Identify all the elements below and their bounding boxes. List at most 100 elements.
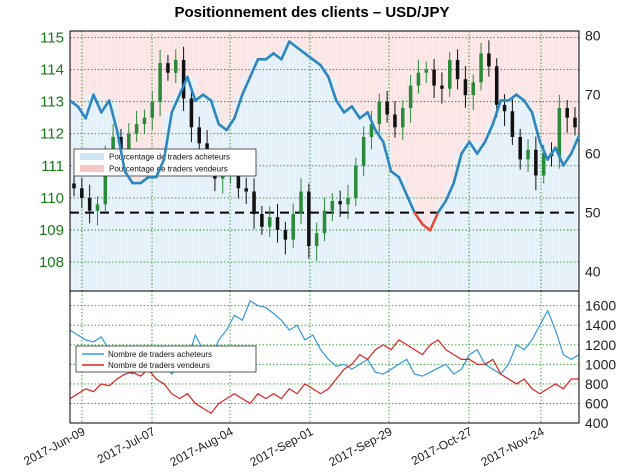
candle-body xyxy=(494,66,499,105)
sentiment-segment xyxy=(217,122,228,132)
sentiment-segment xyxy=(546,146,557,161)
buyers-pct-area xyxy=(555,147,564,291)
buyers-pct-area xyxy=(430,212,439,291)
legend-label-sellers-count: Nombre de traders vendeurs xyxy=(108,361,210,370)
candle-body xyxy=(87,197,92,211)
candle-body xyxy=(72,183,76,189)
sentiment-segment xyxy=(319,63,330,79)
buyers-pct-area xyxy=(485,124,494,292)
sellers-pct-area xyxy=(571,31,580,136)
candle-body xyxy=(377,101,382,125)
buyers-pct-area xyxy=(187,76,196,292)
sellers-pct-area xyxy=(265,31,275,54)
count-axis-ticks: 400 600 800 1000 1200 1400 1600 xyxy=(585,298,616,431)
candle-body xyxy=(346,197,350,205)
candle-body xyxy=(479,53,483,83)
sellers-pct-area xyxy=(101,31,110,101)
count-tick-label: 400 xyxy=(585,415,609,431)
buyers-pct-area xyxy=(93,94,102,292)
sellers-pct-area xyxy=(242,31,251,77)
count-tick-label: 600 xyxy=(585,395,609,411)
buyers-pct-area xyxy=(226,118,235,292)
candle-body xyxy=(487,53,491,67)
sellers-pct-area xyxy=(328,31,337,77)
buyers-pct-area xyxy=(203,94,212,292)
sentiment-segment xyxy=(468,140,479,155)
candle-body xyxy=(220,175,225,179)
candle-body xyxy=(174,59,178,73)
sentiment-segment xyxy=(139,175,150,185)
candle-body xyxy=(134,124,139,134)
buyers-pct-area xyxy=(265,53,275,292)
date-tick-label: 2017-Jun-09 xyxy=(21,424,87,468)
legend-label-sellers-pct: Pourcentage de traders vendeurs xyxy=(109,165,228,174)
price-tick-label: 109 xyxy=(39,222,64,239)
sellers-pct-area xyxy=(234,31,243,95)
sellers-pct-area xyxy=(524,31,533,101)
candle-body xyxy=(502,104,507,112)
sentiment-segment xyxy=(272,52,283,61)
candle-body xyxy=(361,136,366,166)
count-tick-label: 1600 xyxy=(585,298,616,314)
chart-title: Positionnement des clients – USD/JPY xyxy=(174,4,449,21)
sentiment-segment xyxy=(107,99,119,132)
date-tick-label: 2017-Jul-07 xyxy=(95,424,158,466)
buyers-pct-area xyxy=(140,177,149,291)
date-tick-label: 2017-Aug-04 xyxy=(168,424,236,469)
candle-body xyxy=(440,85,444,89)
sellers-pct-area xyxy=(516,31,525,95)
candle-body xyxy=(283,230,288,240)
candle-body xyxy=(471,82,475,96)
sellers-pct-area xyxy=(132,31,141,184)
price-tick-label: 113 xyxy=(40,94,64,111)
sentiment-segment xyxy=(413,211,424,226)
sentiment-segment xyxy=(358,111,369,120)
sentiment-segment xyxy=(264,52,275,61)
candle-body xyxy=(267,217,272,227)
sentiment-segment xyxy=(421,223,432,232)
buyers-pct-area xyxy=(273,53,282,292)
candle-body xyxy=(158,63,162,102)
candle-body xyxy=(111,136,115,157)
sentiment-segment xyxy=(295,46,307,55)
sentiment-segment xyxy=(68,99,80,108)
buyers-pct-area xyxy=(453,153,463,291)
sentiment-segment xyxy=(428,211,440,232)
candle-body xyxy=(307,191,311,247)
sentiment-segment xyxy=(507,93,518,102)
candle-body xyxy=(510,111,515,137)
sentiment-segment xyxy=(569,134,581,155)
count-tick-label: 800 xyxy=(585,376,609,392)
sentiment-segment xyxy=(193,93,205,102)
sentiment-segment xyxy=(515,93,526,102)
sentiment-segment xyxy=(389,170,401,179)
sellers-pct-area xyxy=(414,31,423,213)
sentiment-segment xyxy=(233,93,244,120)
sellers-pct-area xyxy=(375,31,384,131)
candle-body xyxy=(330,201,335,211)
date-tick-label: 2017-Oct-27 xyxy=(409,424,475,468)
legend-swatch-sellers-pct xyxy=(80,165,104,172)
candle-body xyxy=(150,101,155,118)
candle-body xyxy=(189,98,194,128)
sellers-pct-area xyxy=(70,31,79,101)
sentiment-segment xyxy=(240,75,252,96)
sentiment-segment xyxy=(280,40,291,61)
sentiment-segment xyxy=(225,116,236,132)
candle-body xyxy=(424,69,429,73)
sentiment-segment xyxy=(76,105,87,120)
sellers-pct-area xyxy=(336,31,345,101)
sellers-pct-area xyxy=(508,31,517,95)
sentiment-tick-label: 50 xyxy=(585,205,601,221)
sentiment-segment xyxy=(405,193,416,214)
candle-body xyxy=(408,85,413,109)
sellers-pct-area xyxy=(124,31,134,172)
candle-body xyxy=(275,217,280,231)
date-tick-label: 2017-Sep-01 xyxy=(248,424,316,469)
price-tick-label: 111 xyxy=(41,158,64,175)
date-tick-label: 2017-Nov-24 xyxy=(479,424,547,469)
candle-body xyxy=(455,59,460,80)
sellers-pct-area xyxy=(453,31,463,154)
candle-body xyxy=(565,108,569,118)
count-tick-label: 1400 xyxy=(585,317,616,333)
